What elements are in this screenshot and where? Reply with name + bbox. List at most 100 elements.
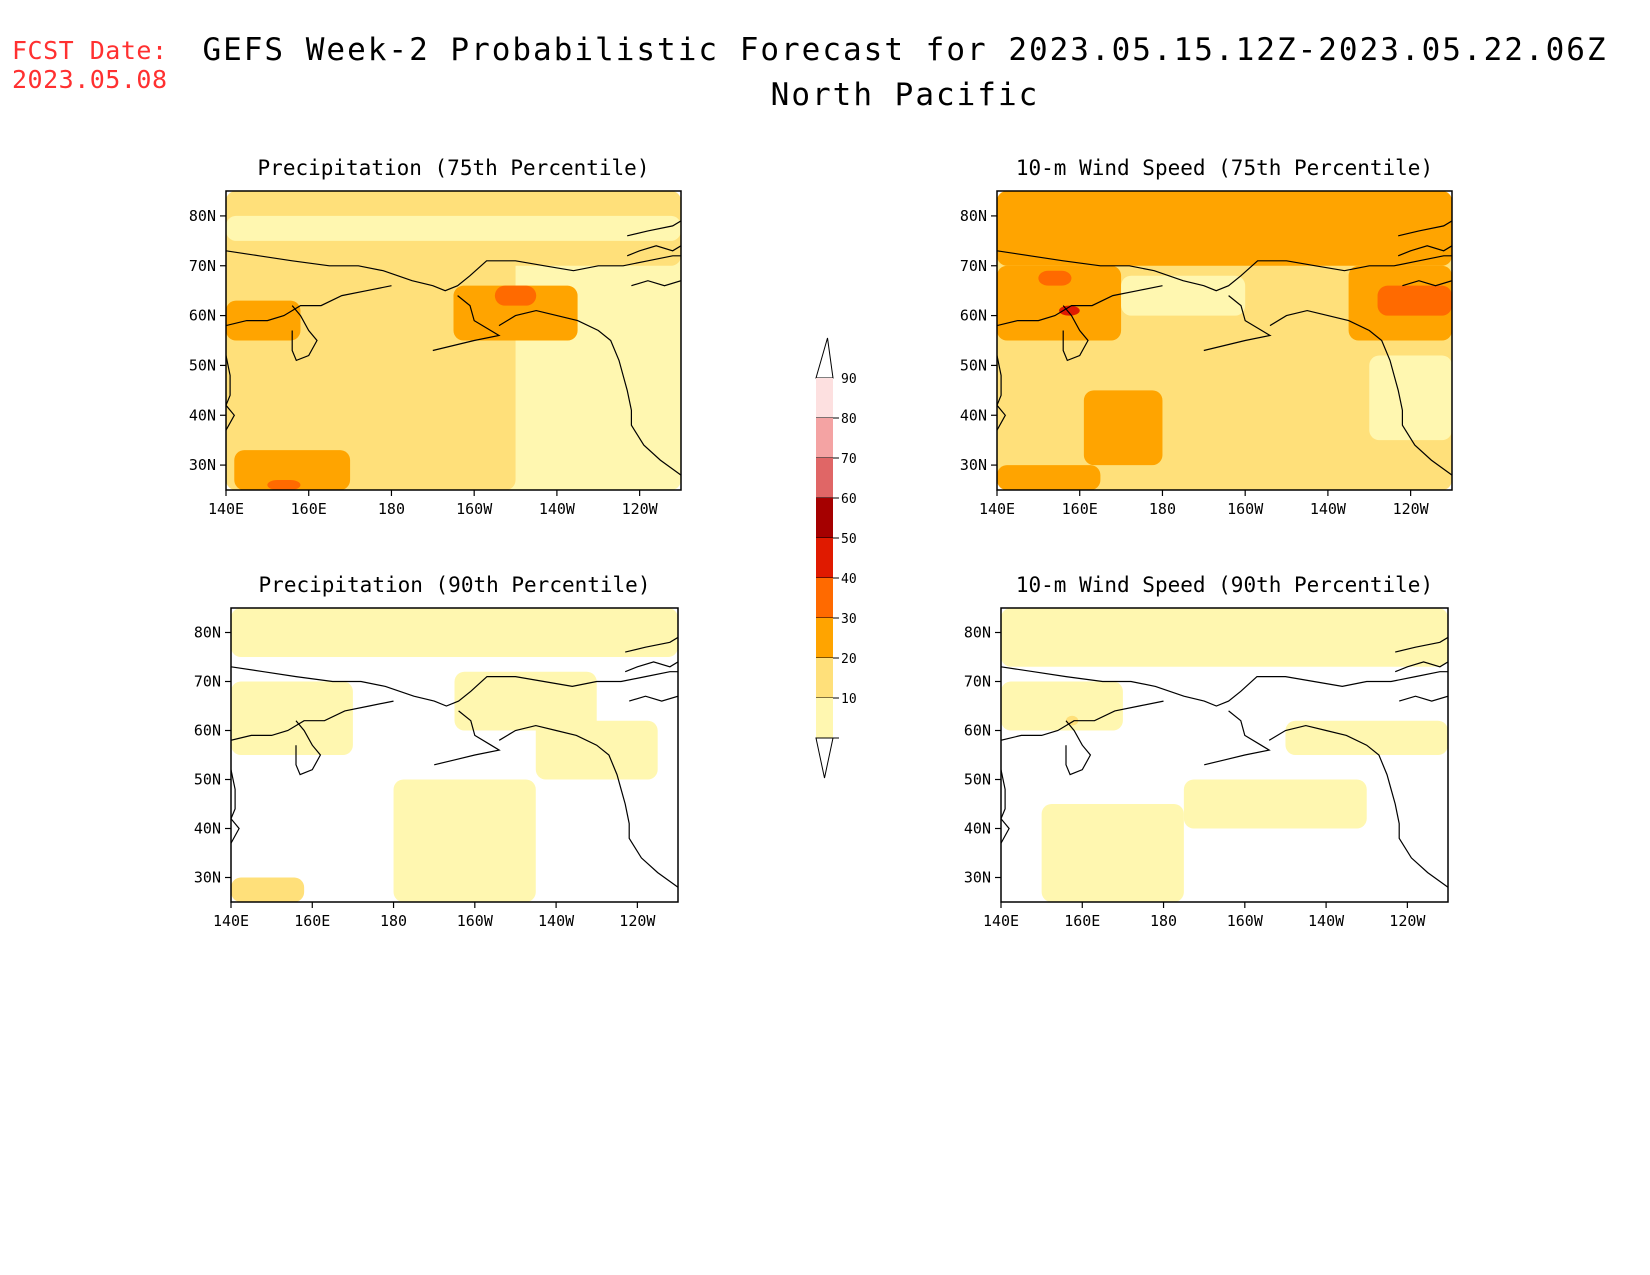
colorbar-label: 10	[841, 692, 857, 707]
coastline	[1203, 295, 1272, 352]
coastline	[625, 636, 678, 653]
lat-tick-label: 40N	[960, 406, 987, 424]
lat-tick-label: 60N	[964, 722, 991, 740]
shading-patch	[1001, 681, 1123, 731]
coastline	[1062, 305, 1089, 362]
lon-tick-label: 140W	[539, 500, 576, 518]
lon-tick-label: 160E	[1062, 500, 1098, 518]
colorbar-swatch	[816, 538, 833, 578]
coastline	[1268, 724, 1448, 888]
shading-patch	[231, 681, 353, 755]
coastline	[1269, 309, 1452, 476]
colorbar-top-cap	[815, 337, 834, 379]
coastline	[498, 724, 678, 888]
precip-90-frame	[230, 607, 679, 903]
colorbar-swatch	[816, 618, 833, 658]
coastline	[1394, 661, 1448, 673]
wind-90-panel: 10-m Wind Speed (90th Percentile) 140E 160…	[964, 573, 1449, 930]
coastline	[997, 250, 1452, 292]
lat-tick-label: 40N	[964, 820, 991, 838]
lon-tick-label: 140W	[538, 912, 575, 930]
colorbar-swatch	[816, 578, 833, 618]
lat-tick-label: 50N	[960, 356, 987, 374]
lon-tick-label: 140W	[1308, 912, 1345, 930]
shading-patch	[393, 779, 536, 902]
coastline	[997, 285, 1163, 327]
coastline	[1001, 700, 1164, 741]
lon-tick-label: 140W	[1310, 500, 1347, 518]
wind-90-coastlines	[1001, 636, 1448, 888]
lat-tick-label: 40N	[189, 406, 216, 424]
page-subtitle: North Pacific	[770, 77, 1040, 113]
shading-patch	[535, 720, 658, 780]
wind-75-panel: 10-m Wind Speed (75th Percentile) 140E 160…	[960, 156, 1453, 518]
wind-75-frame	[996, 190, 1453, 491]
wind-75-title: 10-m Wind Speed (75th Percentile)	[1016, 156, 1433, 180]
coastline	[231, 769, 240, 844]
lon-tick-label: 160E	[294, 912, 330, 930]
coastline	[432, 295, 501, 352]
precip-90-coastlines	[231, 636, 678, 888]
shading-patch	[231, 608, 678, 657]
lon-tick-label: 120W	[622, 500, 659, 518]
colorbar-swatch	[816, 498, 833, 538]
page-title: GEFS Week-2 Probabilistic Forecast for 2…	[202, 32, 1608, 68]
colorbar-swatch	[816, 378, 833, 418]
coastline	[627, 220, 681, 237]
wind-75-coastlines	[997, 220, 1452, 476]
lat-tick-label: 30N	[960, 456, 987, 474]
shading-patch	[997, 191, 1452, 266]
coastline	[629, 695, 678, 702]
lat-tick-label: 80N	[960, 207, 987, 225]
lat-tick-label: 50N	[189, 356, 216, 374]
coastline	[1402, 280, 1452, 287]
lat-tick-label: 70N	[189, 257, 216, 275]
colorbar-bottom-cap	[815, 737, 834, 779]
coastline	[226, 285, 392, 327]
lat-tick-label: 70N	[960, 257, 987, 275]
shading-patch	[1038, 270, 1072, 286]
shading-patch	[494, 285, 537, 306]
coastline	[498, 309, 681, 476]
colorbar-label: 30	[841, 612, 857, 627]
lon-tick-label: 120W	[619, 912, 656, 930]
shading-patch	[1001, 608, 1448, 667]
shading-patch	[1083, 390, 1163, 466]
lon-tick-label: 160W	[1227, 912, 1264, 930]
wind-75-shading	[997, 191, 1452, 490]
lon-tick-label: 160W	[457, 912, 494, 930]
lon-tick-label: 120W	[1393, 500, 1430, 518]
shading-patch	[1121, 275, 1246, 316]
lat-tick-label: 50N	[964, 771, 991, 789]
lat-tick-label: 60N	[960, 307, 987, 325]
precip-75-shading	[226, 191, 681, 490]
lon-tick-label: 160E	[1064, 912, 1100, 930]
shading-patch	[1369, 355, 1452, 441]
colorbar-label: 60	[841, 492, 857, 507]
shading-patch	[231, 877, 305, 902]
colorbar: 90 80 70 60 50 40 30 20 10	[815, 337, 857, 779]
coastline	[1395, 636, 1448, 653]
precip-90-title: Precipitation (90th Percentile)	[259, 573, 651, 597]
shading-patch	[454, 671, 597, 731]
wind-90-shading	[1001, 608, 1448, 902]
precip-90-shading	[231, 608, 678, 902]
shading-patch	[556, 340, 661, 466]
coastline	[631, 280, 681, 287]
coastline	[291, 305, 318, 362]
lon-tick-label: 180	[1149, 500, 1176, 518]
coastline	[1001, 666, 1448, 707]
shading-patch	[1183, 779, 1367, 829]
precip-75-title: Precipitation (75th Percentile)	[258, 156, 650, 180]
lat-tick-label: 70N	[964, 673, 991, 691]
shading-patch	[226, 240, 516, 490]
lon-tick-label: 160E	[291, 500, 327, 518]
coastline	[624, 661, 678, 673]
shading-patch	[234, 450, 351, 490]
coastline	[1204, 710, 1271, 766]
lon-tick-label: 180	[380, 912, 407, 930]
shading-patch	[1377, 285, 1452, 316]
coastline	[226, 250, 681, 292]
forecast-date-value: 2023.05.08	[12, 65, 168, 94]
